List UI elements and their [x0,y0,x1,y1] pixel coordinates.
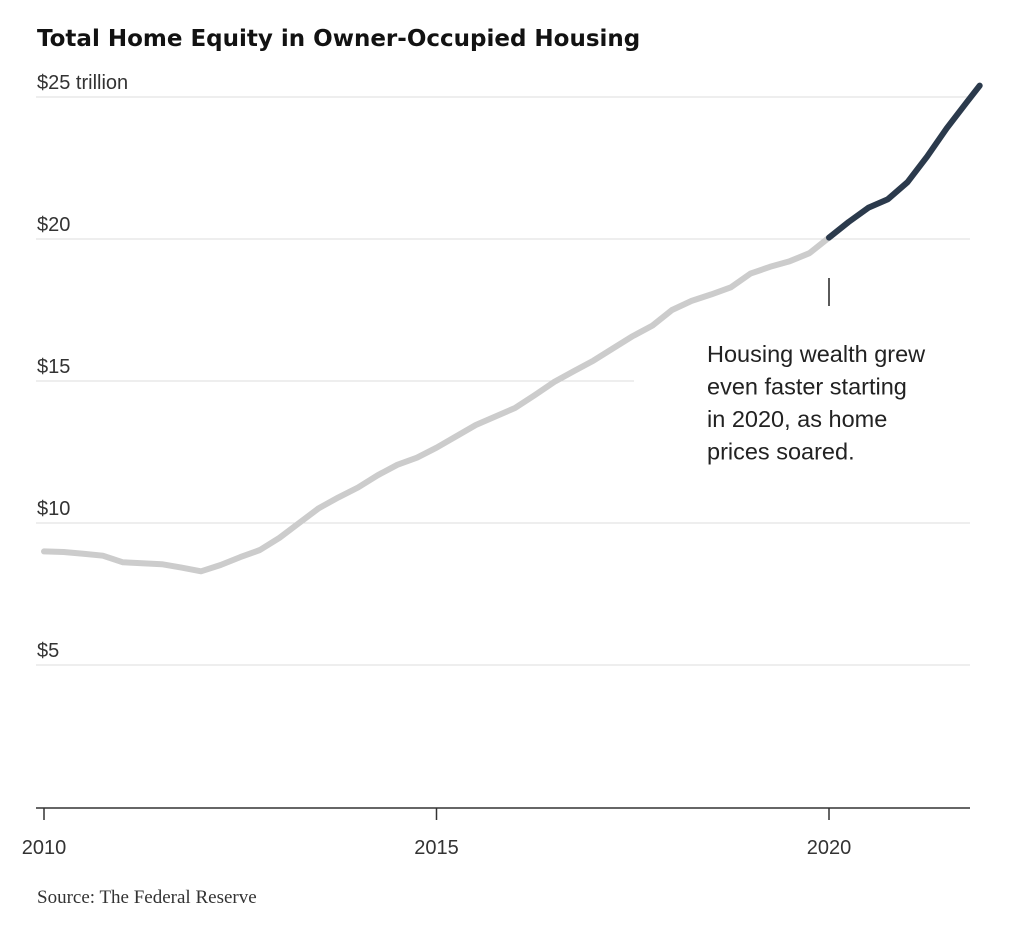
y-tick-label-10: $10 [37,498,70,520]
series-lines [41,82,983,575]
series-line-1 [41,234,832,575]
chart-title: Total Home Equity in Owner-Occupied Hous… [37,26,640,52]
annotation: Housing wealth grew even faster starting i… [707,278,926,465]
y-tick-label-15: $15 [37,356,70,378]
y-axis-tick-labels: $25 trillion $20 $15 $10 $5 [37,72,128,662]
annotation-text: Housing wealth grew even faster starting i… [707,341,926,465]
gridlines [36,96,970,666]
annotation-line-1: Housing wealth grew [707,341,926,367]
x-tick-label-2015: 2015 [414,837,459,859]
source-note: Source: The Federal Reserve [37,887,257,908]
y-tick-label-20: $20 [37,214,70,236]
y-tick-label-5: $5 [37,640,59,662]
y-tick-label-25: $25 trillion [37,72,128,94]
annotation-line-4: prices soared. [707,439,855,465]
annotation-line-3: in 2020, as home [707,406,887,432]
x-tick-label-2020: 2020 [807,837,852,859]
annotation-line-2: even faster starting [707,374,907,400]
series-line-2 [826,82,983,241]
x-tick-label-2010: 2010 [22,837,67,859]
x-axis: 2010 2015 2020 [22,807,970,859]
